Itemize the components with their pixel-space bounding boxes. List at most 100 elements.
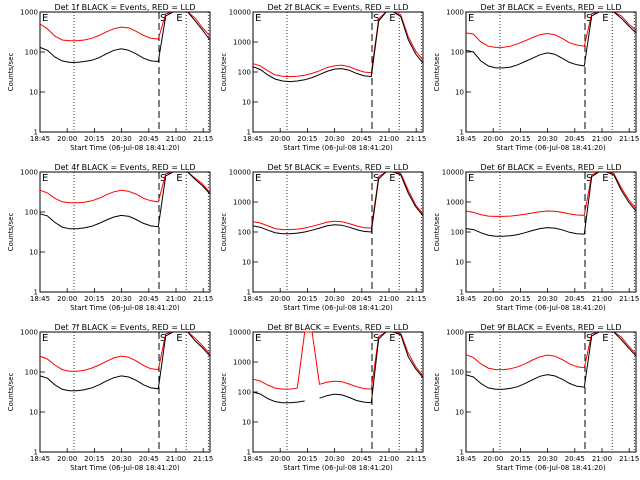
marker-start-label: S (373, 173, 379, 184)
x-tick-label: 20:00 (57, 135, 77, 143)
x-tick-label: 21:15 (619, 455, 639, 463)
x-tick-label: 18:45 (30, 135, 50, 143)
panel-det-9: Det 9f BLACK = Events, RED = LLD 1 10 100 10… (433, 323, 639, 472)
x-tick-label: 21:00 (592, 295, 612, 303)
y-tick-label: 1 (247, 129, 251, 137)
y-tick-label: 1000 (233, 39, 251, 47)
x-tick-label: 20:15 (510, 455, 530, 463)
series-line-events (39, 11, 211, 63)
y-tick-label: 10 (455, 409, 464, 417)
x-tick-label: 20:45 (352, 295, 372, 303)
x-tick-label: 20:30 (538, 455, 558, 463)
marker-start-label: S (373, 333, 379, 344)
panel-det-6: Det 6f BLACK = Events, RED = LLD 1 10 100 10… (433, 163, 639, 312)
x-tick-label: 20:00 (57, 455, 77, 463)
y-axis-title: Counts/sec (7, 53, 15, 92)
plot-frame (39, 11, 211, 133)
x-tick-label: 18:45 (30, 295, 50, 303)
x-tick-label: 21:15 (406, 455, 426, 463)
marker-end-label: E (176, 13, 182, 24)
y-tick-label: 10 (242, 259, 251, 267)
marker-end-label: E (176, 333, 182, 344)
marker-edge-label: E (468, 333, 474, 344)
plot-frame (252, 11, 424, 133)
marker-start-label: S (160, 173, 166, 184)
y-tick-label: 1000 (446, 199, 464, 207)
y-tick-label: 10 (455, 259, 464, 267)
x-tick-label: 18:45 (243, 135, 263, 143)
x-tick-label: 20:15 (297, 455, 317, 463)
x-tick-label: 20:00 (270, 135, 290, 143)
y-tick-label: 1 (247, 289, 251, 297)
marker-start-label: S (586, 173, 592, 184)
panel-title: Det 1f BLACK = Events, RED = LLD (54, 3, 195, 12)
x-axis-title: Start Time (06-Jul-08 18:41:20) (496, 464, 606, 472)
x-tick-label: 21:15 (406, 135, 426, 143)
x-axis-title: Start Time (06-Jul-08 18:41:20) (70, 144, 180, 152)
y-tick-label: 1000 (20, 169, 38, 177)
panel-title: Det 3f BLACK = Events, RED = LLD (480, 3, 621, 12)
x-tick-label: 20:15 (84, 455, 104, 463)
marker-edge-label: E (468, 173, 474, 184)
x-tick-label: 21:00 (166, 135, 186, 143)
y-tick-label: 100 (25, 209, 38, 217)
marker-edge-label: E (468, 13, 474, 24)
y-tick-label: 1 (460, 129, 464, 137)
x-tick-label: 20:30 (112, 295, 132, 303)
y-tick-label: 100 (238, 389, 251, 397)
marker-end-label: E (176, 173, 182, 184)
y-tick-label: 10000 (229, 169, 251, 177)
marker-start-label: S (373, 13, 379, 24)
panel-det-2: Det 2f BLACK = Events, RED = LLD 1 10 100 10… (220, 3, 426, 152)
y-tick-label: 1000 (233, 359, 251, 367)
series-line-lld (465, 11, 637, 48)
marker-end-label: E (602, 333, 608, 344)
y-tick-label: 100 (25, 49, 38, 57)
plot-frame (252, 331, 424, 453)
x-tick-label: 21:00 (379, 135, 399, 143)
x-tick-label: 20:45 (565, 455, 585, 463)
x-tick-label: 20:45 (139, 135, 159, 143)
series-line-events (39, 331, 211, 392)
series-line-events (465, 331, 637, 390)
x-tick-label: 20:00 (270, 295, 290, 303)
series-line-events (252, 11, 424, 83)
x-tick-label: 21:15 (193, 295, 213, 303)
x-tick-label: 20:00 (483, 455, 503, 463)
x-tick-label: 20:00 (57, 295, 77, 303)
x-tick-label: 18:45 (456, 135, 476, 143)
marker-start-label: S (160, 333, 166, 344)
series-line-lld (252, 171, 424, 231)
panel-title: Det 6f BLACK = Events, RED = LLD (480, 163, 621, 172)
y-tick-label: 10000 (229, 329, 251, 337)
x-tick-label: 20:00 (483, 135, 503, 143)
series-line-lld (465, 331, 637, 371)
panel-title: Det 2f BLACK = Events, RED = LLD (267, 3, 408, 12)
y-tick-label: 10 (29, 89, 38, 97)
marker-start-label: S (160, 13, 166, 24)
y-tick-label: 1000 (446, 9, 464, 17)
y-tick-label: 1000 (20, 329, 38, 337)
series-line-lld (465, 171, 637, 217)
x-tick-label: 20:15 (297, 135, 317, 143)
x-tick-label: 21:15 (619, 295, 639, 303)
panel-det-8: Det 8f BLACK = Events, RED = LLD 1 10 100 10… (220, 323, 426, 472)
x-tick-label: 21:15 (193, 135, 213, 143)
x-tick-label: 18:45 (243, 295, 263, 303)
marker-edge-label: E (255, 13, 261, 24)
series-line-lld (39, 11, 211, 42)
x-tick-label: 21:00 (592, 135, 612, 143)
x-tick-label: 20:00 (483, 295, 503, 303)
y-tick-label: 1 (34, 449, 38, 457)
x-tick-label: 20:45 (565, 135, 585, 143)
series-line-events (465, 11, 637, 69)
y-tick-label: 1 (460, 449, 464, 457)
x-tick-label: 20:45 (139, 295, 159, 303)
y-tick-label: 100 (238, 229, 251, 237)
marker-edge-label: E (42, 13, 48, 24)
y-tick-label: 100 (451, 369, 464, 377)
y-tick-label: 10 (455, 89, 464, 97)
y-tick-label: 10000 (229, 9, 251, 17)
x-tick-label: 21:00 (166, 455, 186, 463)
